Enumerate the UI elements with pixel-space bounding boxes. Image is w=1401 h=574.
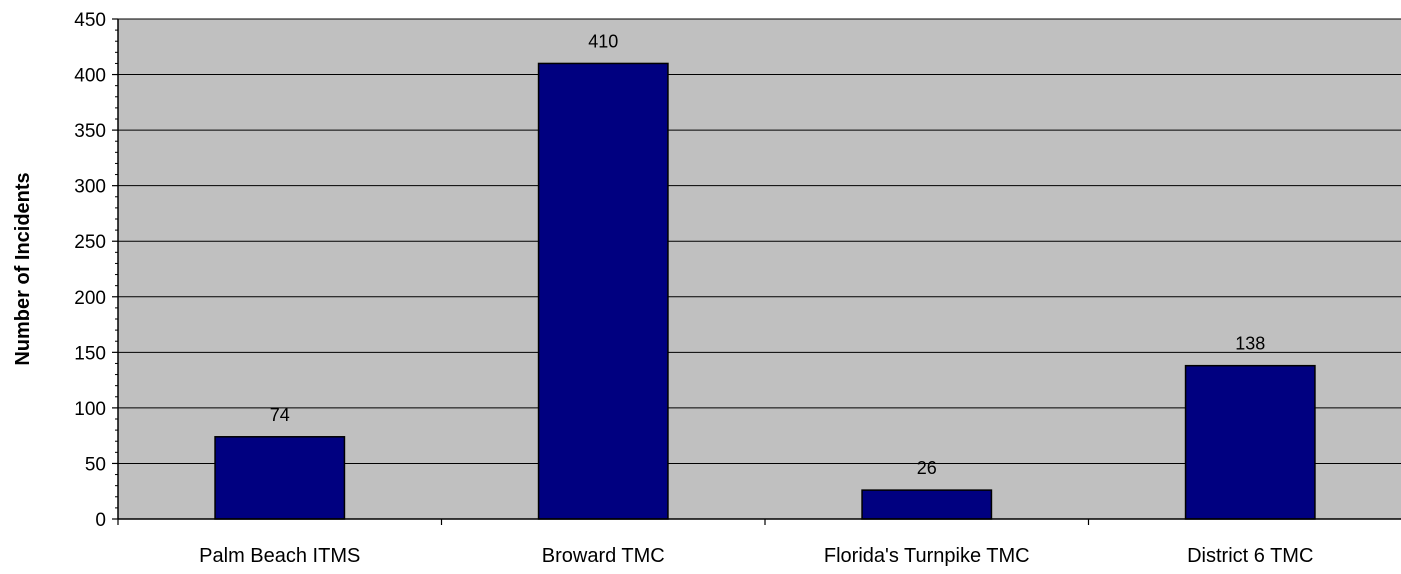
- x-tick-labels: Palm Beach ITMS Broward TMC Florida's Turn…: [199, 545, 1313, 567]
- bar: [861, 489, 993, 520]
- bar: [537, 62, 669, 520]
- data-label: 26: [917, 458, 937, 478]
- axes: [117, 19, 1401, 520]
- y-tick-label: 100: [74, 399, 106, 420]
- category-label: Florida's Turnpike TMC: [824, 545, 1030, 567]
- x-ticks: [117, 519, 1090, 525]
- y-tick-label: 350: [74, 121, 106, 142]
- data-label: 138: [1235, 334, 1265, 354]
- category-label: Palm Beach ITMS: [199, 545, 360, 567]
- category-label: Broward TMC: [542, 545, 665, 567]
- y-tick-label: 450: [74, 10, 106, 31]
- bar: [214, 436, 346, 520]
- bars: [214, 62, 1316, 520]
- data-label: 410: [588, 31, 618, 51]
- bar: [1184, 364, 1316, 520]
- y-tick-label: 50: [85, 454, 106, 475]
- y-tick-label: 400: [74, 66, 106, 87]
- category-label: District 6 TMC: [1187, 545, 1313, 567]
- data-label: 74: [270, 405, 290, 425]
- y-tick-labels: 0 50 100 150 200 250 300 350 400 450: [74, 10, 106, 531]
- y-axis-title: Number of Incidents: [12, 172, 34, 365]
- y-tick-label: 250: [74, 232, 106, 253]
- data-labels: 74 410 26 138: [270, 31, 1266, 478]
- y-tick-label: 200: [74, 288, 106, 309]
- y-tick-label: 0: [95, 510, 106, 531]
- y-tick-label: 150: [74, 343, 106, 364]
- y-ticks: [112, 18, 118, 520]
- y-tick-label: 300: [74, 177, 106, 198]
